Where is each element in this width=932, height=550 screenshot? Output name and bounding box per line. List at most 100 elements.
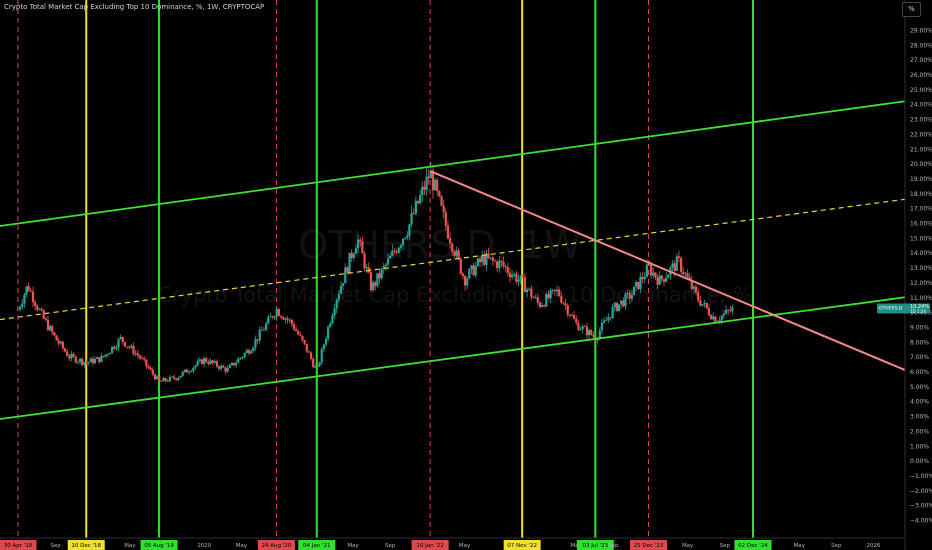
- candle-body: [446, 225, 450, 239]
- candle-body: [200, 359, 204, 365]
- price-tick-label: 3.00%: [910, 414, 929, 421]
- candle-body: [265, 323, 268, 330]
- chart-title: Crypto Total Market Cap Excluding Top 10…: [4, 3, 265, 11]
- candle-body: [534, 297, 537, 299]
- candle-body: [202, 358, 206, 365]
- candle-body: [543, 305, 546, 307]
- watermark-description: Crypto Total Market Cap Excluding Top 10…: [157, 283, 753, 307]
- candle-body: [188, 371, 191, 373]
- candle-body: [237, 358, 240, 363]
- price-axis[interactable]: 29.00% 28.00% 27.00% 26.00% 25.00% 24.00% 23.0…: [910, 28, 932, 525]
- candle-body: [607, 317, 610, 321]
- trendline-downtrend[interactable]: [429, 170, 906, 371]
- trendline-channel-mid-dashed[interactable]: [0, 198, 906, 321]
- candle-body: [481, 255, 484, 263]
- candle-body: [474, 265, 477, 276]
- candle-body: [57, 340, 60, 344]
- price-tick-label: 2.00%: [910, 428, 929, 435]
- candle-body: [688, 277, 691, 280]
- candle-body: [87, 362, 90, 363]
- candle-body: [228, 365, 231, 368]
- candle-body: [224, 367, 227, 372]
- candle-body: [434, 179, 437, 191]
- candle-body: [577, 322, 580, 331]
- candle-body: [615, 302, 619, 312]
- candle-body: [166, 380, 169, 382]
- candle-body: [232, 362, 236, 366]
- price-tick-label: 24.00%: [910, 102, 932, 109]
- time-tick-label: May: [124, 543, 136, 549]
- candle-body: [250, 351, 253, 354]
- candle-body: [530, 288, 533, 298]
- candle-body: [194, 365, 197, 368]
- candle-body: [247, 350, 251, 354]
- candle-body: [235, 362, 238, 366]
- percent-scale-button[interactable]: %: [902, 2, 921, 17]
- candle-body: [718, 320, 721, 322]
- candle-body: [282, 317, 285, 320]
- candle-body: [581, 326, 584, 330]
- candle-body: [181, 371, 184, 376]
- candle-body: [652, 272, 655, 276]
- candle-body: [147, 366, 150, 369]
- candle-body: [712, 316, 715, 320]
- candle-body: [271, 316, 274, 318]
- candle-body: [564, 303, 567, 306]
- time-axis[interactable]: 30 Apr '18 Sep 10 Dec '18 May 05 Aug '19 2020…: [0, 0, 906, 550]
- price-tick-label: 11.00%: [910, 295, 932, 302]
- trendline-channel-upper[interactable]: [0, 100, 906, 227]
- candle-body: [215, 361, 219, 367]
- candle-body: [684, 273, 687, 275]
- candle-body: [553, 289, 556, 292]
- candle-body: [679, 257, 683, 272]
- candle-body: [551, 289, 554, 291]
- candle-body: [66, 351, 69, 357]
- candle-body: [436, 179, 439, 192]
- price-tick-label: 17.00%: [910, 206, 932, 213]
- candle-body: [598, 330, 601, 339]
- candle-body: [707, 308, 710, 316]
- candle-body: [419, 195, 422, 204]
- candle-body: [457, 250, 460, 259]
- candle-body: [284, 318, 287, 320]
- candle-body: [697, 292, 700, 301]
- time-label-badge-green: [140, 540, 178, 550]
- candle-body: [207, 362, 210, 364]
- time-tick-label: May: [570, 543, 582, 549]
- candle-body: [369, 272, 373, 291]
- price-tick-label: 29.00%: [910, 28, 932, 35]
- candle-body: [55, 335, 58, 341]
- candle-body: [675, 256, 678, 271]
- time-tick-label: 04 Jan '21: [303, 543, 330, 549]
- time-tick-label: Sep: [608, 543, 619, 549]
- time-tick-label: 25 Dec '23: [634, 543, 664, 549]
- candle-body: [528, 288, 531, 290]
- candle-body: [483, 255, 486, 265]
- candle-body: [667, 274, 670, 278]
- candle-body: [562, 302, 565, 304]
- candle-body: [590, 330, 593, 335]
- candle-body: [53, 332, 56, 336]
- candle-body: [102, 355, 105, 357]
- candle-body: [384, 264, 388, 267]
- candle-body: [294, 329, 298, 332]
- time-tick-label: 10 Jan '22: [416, 543, 443, 549]
- trend-lines: [0, 100, 906, 420]
- candle-body: [453, 251, 456, 256]
- time-tick-label: Sep: [50, 543, 61, 549]
- candle-body: [273, 316, 276, 318]
- price-tick-label: 19.00%: [910, 176, 932, 183]
- price-tick-label: 26.00%: [910, 72, 932, 79]
- candle-body: [489, 257, 492, 259]
- candle-body: [299, 334, 302, 336]
- candle-body: [515, 273, 518, 282]
- candle-body: [500, 260, 503, 262]
- candle-body: [637, 281, 640, 289]
- trendline-channel-lower[interactable]: [0, 296, 906, 420]
- time-label-badge-green: [734, 540, 772, 550]
- candle-body: [38, 309, 41, 310]
- candle-body: [179, 375, 182, 378]
- candle-body: [320, 349, 323, 363]
- last-price-label: OTHERS.D 10.24%1D 1:24: [877, 303, 930, 314]
